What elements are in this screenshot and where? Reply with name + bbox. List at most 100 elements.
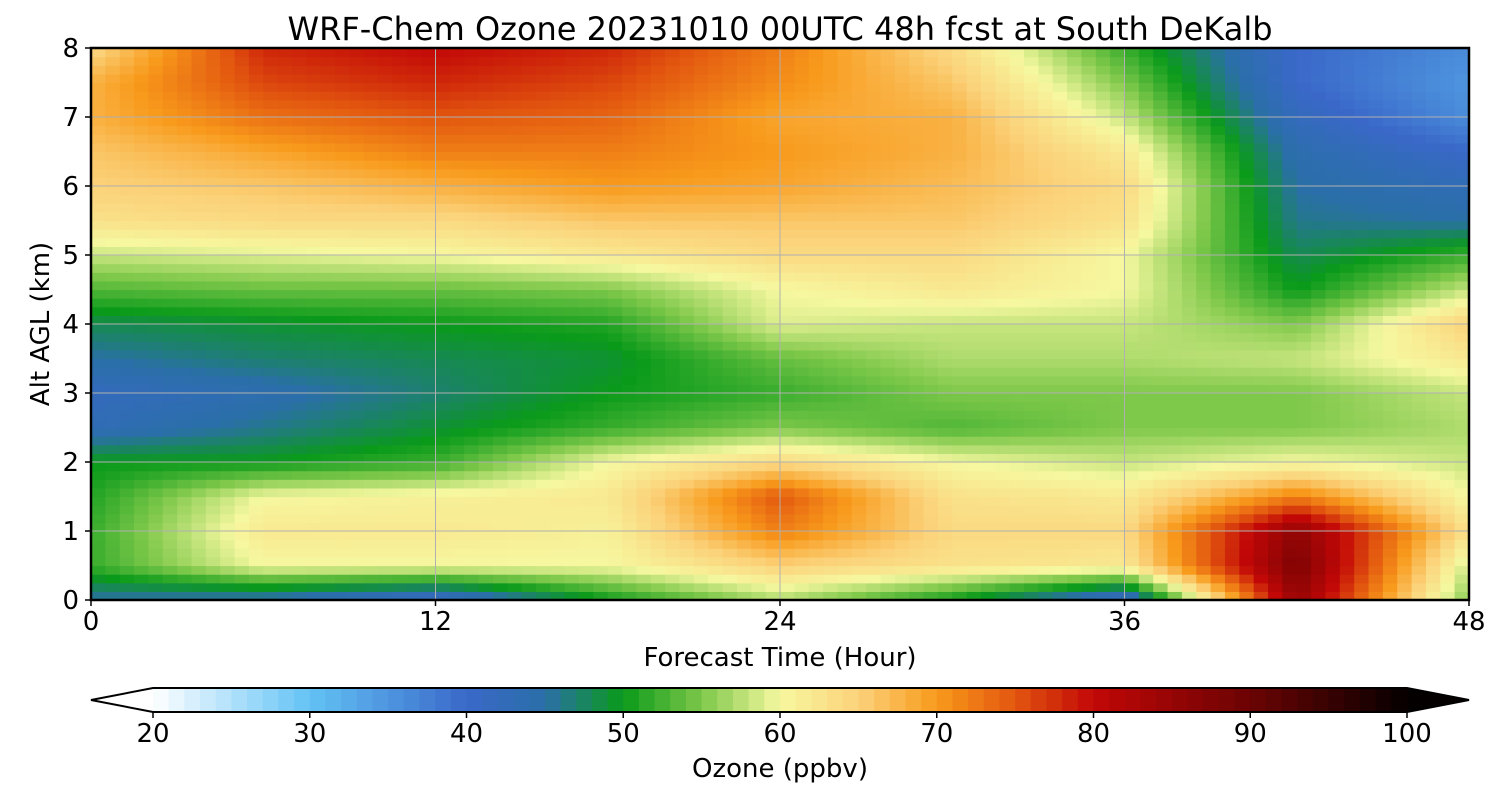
heatmap-cell xyxy=(1181,487,1197,498)
heatmap-cell xyxy=(693,280,709,291)
heatmap-cell xyxy=(1354,168,1370,178)
heatmap-cell xyxy=(1095,177,1111,187)
heatmap-cell xyxy=(349,263,365,273)
heatmap-cell xyxy=(119,375,135,385)
heatmap-cell xyxy=(1397,177,1413,187)
heatmap-cell xyxy=(335,298,350,308)
heatmap-cell xyxy=(1067,401,1083,411)
heatmap-cell xyxy=(148,324,164,334)
heatmap-cell xyxy=(1167,410,1183,420)
heatmap-cell xyxy=(765,298,781,308)
heatmap-cell xyxy=(535,444,551,454)
heatmap-cell xyxy=(1124,186,1140,196)
heatmap-cell xyxy=(119,237,135,247)
heatmap-cell xyxy=(909,427,925,437)
heatmap-cell xyxy=(521,410,537,420)
heatmap-cell xyxy=(335,539,350,549)
heatmap-cell xyxy=(1425,565,1441,575)
heatmap-cell xyxy=(162,332,178,342)
heatmap-cell xyxy=(363,582,379,592)
heatmap-cell xyxy=(492,272,508,282)
heatmap-cell xyxy=(808,341,824,351)
heatmap-cell xyxy=(335,565,350,575)
heatmap-cell xyxy=(1296,453,1312,463)
heatmap-cell xyxy=(837,211,853,222)
heatmap-cell xyxy=(564,349,580,360)
heatmap-cell xyxy=(119,367,135,377)
heatmap-cell xyxy=(91,280,106,291)
heatmap-cell xyxy=(1253,384,1269,394)
heatmap-cell xyxy=(1153,548,1169,558)
heatmap-cell xyxy=(177,315,193,325)
heatmap-cell xyxy=(1067,272,1083,282)
heatmap-cell xyxy=(894,384,910,394)
heatmap-cell xyxy=(1325,160,1341,170)
heatmap-cell xyxy=(320,298,336,308)
heatmap-cell xyxy=(1110,574,1126,584)
heatmap-cell xyxy=(880,574,896,584)
heatmap-cell xyxy=(708,401,724,411)
heatmap-cell xyxy=(866,315,882,325)
heatmap-cell xyxy=(1024,220,1039,230)
heatmap-cell xyxy=(1067,367,1083,377)
heatmap-cell xyxy=(478,255,494,265)
heatmap-cell xyxy=(1411,410,1427,420)
heatmap-cell xyxy=(1196,427,1212,437)
heatmap-cell xyxy=(464,384,480,394)
heatmap-cell xyxy=(1239,289,1255,299)
heatmap-cell xyxy=(349,186,365,196)
heatmap-cell xyxy=(478,496,494,506)
heatmap-cell xyxy=(320,306,336,316)
heatmap-cell xyxy=(952,349,968,360)
heatmap-cell xyxy=(378,186,394,196)
heatmap-cell xyxy=(449,565,465,575)
heatmap-cell xyxy=(521,556,537,567)
heatmap-cell xyxy=(564,496,580,506)
heatmap-cell xyxy=(1425,298,1441,308)
heatmap-cell xyxy=(765,280,781,291)
heatmap-cell xyxy=(1067,531,1083,541)
heatmap-cell xyxy=(535,522,551,532)
heatmap-cell xyxy=(435,289,451,299)
heatmap-cell xyxy=(1181,393,1197,403)
heatmap-cell xyxy=(593,410,609,420)
heatmap-cell xyxy=(234,375,250,385)
heatmap-cell xyxy=(363,168,379,178)
heatmap-cell xyxy=(105,418,121,429)
heatmap-cell xyxy=(1167,280,1183,291)
heatmap-cell xyxy=(1138,556,1154,567)
heatmap-cell xyxy=(148,479,164,489)
heatmap-cell xyxy=(1196,324,1212,334)
heatmap-cell xyxy=(349,410,365,420)
heatmap-cell xyxy=(363,574,379,584)
heatmap-cell xyxy=(1052,255,1068,265)
heatmap-cell xyxy=(995,582,1011,592)
heatmap-cell xyxy=(952,531,968,541)
heatmap-cell xyxy=(923,367,939,377)
heatmap-cell xyxy=(306,444,322,454)
heatmap-cell xyxy=(636,272,652,282)
heatmap-cell xyxy=(220,470,236,480)
heatmap-cell xyxy=(909,418,925,429)
heatmap-cell xyxy=(837,427,853,437)
heatmap-cell xyxy=(335,186,350,196)
heatmap-cell xyxy=(478,574,494,584)
heatmap-cell xyxy=(248,401,264,411)
heatmap-cell xyxy=(564,272,580,282)
heatmap-cell xyxy=(248,280,264,291)
heatmap-cell xyxy=(1282,186,1298,196)
heatmap-cell xyxy=(622,349,638,360)
heatmap-cell xyxy=(220,203,236,213)
heatmap-cell xyxy=(937,453,953,463)
heatmap-cell xyxy=(550,531,566,541)
heatmap-cell xyxy=(980,315,996,325)
heatmap-cell xyxy=(1024,582,1039,592)
heatmap-cell xyxy=(1009,548,1025,558)
heatmap-cell xyxy=(1268,522,1283,532)
heatmap-cell xyxy=(1124,591,1140,600)
heatmap-cell xyxy=(952,375,968,385)
heatmap-cell xyxy=(636,384,652,394)
heatmap-cell xyxy=(1095,505,1111,515)
heatmap-cell xyxy=(335,272,350,282)
heatmap-cell xyxy=(1052,186,1068,196)
